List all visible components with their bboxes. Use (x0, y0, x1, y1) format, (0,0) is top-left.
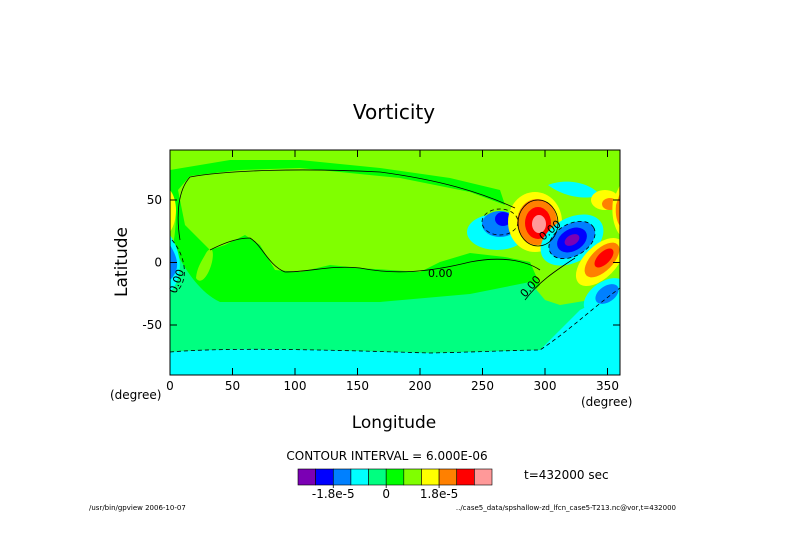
colorbar-swatch (385, 468, 405, 486)
field-region-spring (170, 240, 620, 375)
x-tick-label: 200 (409, 379, 432, 393)
contour-label: 0.00 (428, 267, 453, 280)
y-axis: -50 0 50 (142, 193, 620, 332)
x-tick-label: 100 (284, 379, 307, 393)
footer-right: ../case5_data/spshallow-zd_lfcn_case5-T2… (456, 504, 676, 512)
x-axis: 0 50 100 150 200 250 300 350 (166, 150, 619, 393)
y-axis-label: Latitude (112, 227, 132, 297)
y-tick-label: 0 (154, 256, 162, 270)
field-region-green (170, 160, 540, 330)
y-tick-label: 50 (147, 193, 162, 207)
x-tick-label: 300 (534, 379, 557, 393)
field-region-red-east (594, 248, 614, 268)
field-region-cyan-northeast (548, 181, 600, 198)
x-unit-left: (degree) (110, 388, 161, 402)
field-region-cyan-south (170, 290, 620, 375)
x-tick-label: 250 (471, 379, 494, 393)
colorbar-swatch (315, 468, 334, 486)
colorbar (297, 468, 493, 486)
colorbar-swatch (456, 468, 475, 486)
contour-zero-main (177, 169, 516, 241)
time-label: t=432000 sec (524, 468, 609, 482)
contour-dashed-south (170, 287, 620, 354)
x-unit-right: (degree) (581, 395, 632, 409)
colorbar-tick-label: -1.8e-5 (312, 487, 355, 501)
colorbar-swatch (332, 468, 352, 486)
colorbar-labels: -1.8e-5 0 1.8e-5 (312, 485, 458, 501)
field-region-orange-edge (615, 193, 620, 226)
contour-dashed-center (548, 220, 596, 260)
contour-solid-positive (517, 199, 559, 247)
contour-zero-south (209, 237, 541, 273)
x-tick-label: 150 (346, 379, 369, 393)
field-region-violet-center-eddy (564, 234, 580, 246)
field-region-lime-island (196, 249, 213, 281)
x-axis-label: Longitude (352, 413, 437, 433)
x-tick-label: 350 (596, 379, 619, 393)
colorbar-swatch (421, 468, 440, 486)
chart-title: Vorticity (353, 100, 435, 124)
field-region-blue-west-eddy (495, 212, 511, 226)
contour-zero-east (524, 257, 576, 301)
footer-left: /usr/bin/gpview 2006-10-07 (89, 504, 186, 512)
x-tick-label: 50 (225, 379, 240, 393)
colorbar-swatch (403, 468, 422, 486)
contour-dashed-west (171, 239, 185, 293)
y-tick-label: -50 (142, 318, 162, 332)
x-tick-label: 0 (166, 379, 174, 393)
field-region-pink-positive (532, 215, 546, 233)
colorbar-swatch (297, 468, 316, 486)
field-region-azure-southeast (595, 284, 619, 304)
colorbar-tick-label: 1.8e-5 (420, 487, 458, 501)
plot-area (170, 150, 620, 375)
colorbar-swatch (350, 468, 369, 486)
colorbar-swatch (474, 468, 493, 486)
colorbar-swatch (438, 468, 458, 486)
colorbar-swatch (368, 468, 387, 486)
colorbar-tick-label: 0 (382, 487, 390, 501)
contour-interval: CONTOUR INTERVAL = 6.000E-06 (286, 449, 487, 463)
